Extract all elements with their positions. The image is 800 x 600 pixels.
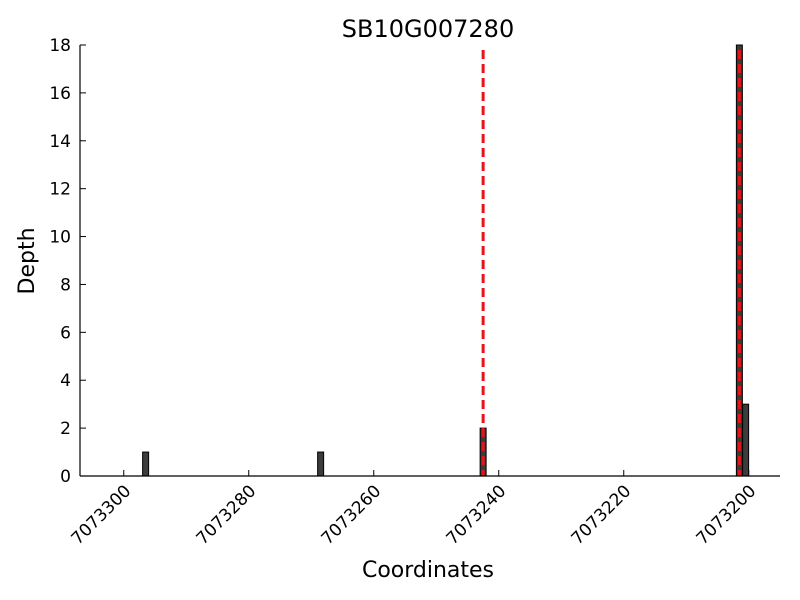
axes (79, 45, 780, 477)
y-axis-ticks: 0 2 4 6 8 10 12 14 16 18 (49, 36, 86, 487)
y-tick-label: 18 (49, 36, 71, 56)
x-tick-label: 7073260 (318, 481, 386, 549)
depth-bar (317, 451, 325, 477)
y-tick-label: 10 (49, 228, 71, 248)
y-tick-label: 2 (60, 419, 71, 439)
depth-bar (742, 403, 750, 477)
x-tick-label: 7073280 (193, 481, 261, 549)
y-tick-label: 14 (49, 132, 71, 152)
x-tick-label: 7073300 (68, 481, 136, 549)
bars (142, 44, 750, 477)
x-tick-label: 7073240 (443, 481, 511, 549)
x-axis-ticks: 7073300 7073280 7073260 7073240 7073220 70732… (68, 470, 761, 549)
chart-title: SB10G007280 (342, 15, 514, 43)
y-tick-label: 6 (60, 323, 71, 343)
x-tick-label: 7073220 (568, 481, 636, 549)
y-tick-label: 0 (60, 467, 71, 487)
y-tick-label: 16 (49, 84, 71, 104)
x-tick-label: 7073200 (693, 481, 761, 549)
y-tick-label: 8 (60, 275, 71, 295)
y-tick-label: 12 (49, 180, 71, 200)
y-axis-label: Depth (15, 227, 40, 294)
x-axis-label: Coordinates (362, 558, 494, 583)
reference-lines (481, 50, 741, 476)
y-tick-label: 4 (60, 371, 71, 391)
depth-bar (142, 451, 150, 477)
